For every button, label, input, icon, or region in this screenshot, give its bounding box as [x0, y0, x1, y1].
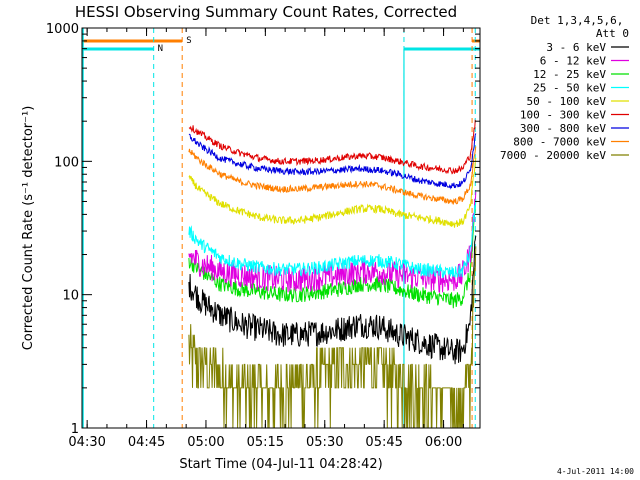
- y-tick-label: 100: [54, 155, 79, 170]
- series-line-0: [188, 235, 477, 365]
- y-tick-label: 1000: [46, 22, 79, 37]
- legend-label: 12 - 25 keV: [533, 68, 606, 81]
- series-line-4: [188, 157, 477, 228]
- x-tick-label: 05:15: [247, 435, 284, 450]
- x-tick-label: 05:45: [365, 435, 402, 450]
- legend-label: 100 - 300 keV: [520, 109, 606, 122]
- series-line-5: [188, 119, 477, 175]
- x-axis-ticks: 04:30 04:45 05:00 05:15 05:30 05:45 06:00: [68, 28, 464, 450]
- legend-label: 25 - 50 keV: [533, 82, 606, 95]
- legend-label: 6 - 12 keV: [540, 55, 607, 68]
- legend-header-2: Att 0: [596, 27, 629, 40]
- series-line-8: [188, 246, 477, 428]
- x-tick-label: 04:30: [68, 435, 105, 450]
- legend-header-1: Det 1,3,4,5,6,: [531, 14, 624, 27]
- timestamp: 4-Jul-2011 14:00: [557, 467, 634, 476]
- night-flag-label: N: [158, 44, 163, 54]
- x-axis-label: Start Time (04-Jul-11 04:28:42): [179, 457, 382, 472]
- saa-flag-label: S: [186, 36, 191, 46]
- series-line-2: [188, 200, 477, 309]
- series-line-1: [188, 191, 477, 294]
- x-tick-label: 04:45: [128, 435, 165, 450]
- series-line-7: [188, 146, 477, 205]
- legend-label: 50 - 100 keV: [527, 95, 607, 108]
- y-tick-label: 1: [71, 422, 79, 437]
- x-tick-label: 06:00: [425, 435, 462, 450]
- series-lines: [188, 119, 477, 428]
- legend-label: 300 - 800 keV: [520, 122, 606, 135]
- y-axis-label: Corrected Count Rate (s⁻¹ detector⁻¹): [21, 106, 36, 351]
- plot-frame: [81, 27, 481, 429]
- series-line-6: [188, 133, 477, 190]
- x-tick-label: 05:00: [187, 435, 224, 450]
- legend-label: 800 - 7000 keV: [513, 136, 606, 149]
- y-axis-ticks: 1 10 100 1000: [46, 22, 480, 437]
- legend-label: 3 - 6 keV: [546, 41, 606, 54]
- y-tick-label: 10: [62, 289, 79, 304]
- series-line-3: [188, 199, 477, 278]
- chart-title: HESSI Observing Summary Count Rates, Cor…: [75, 3, 457, 21]
- legend-label: 7000 - 20000 keV: [500, 149, 606, 162]
- x-tick-label: 05:30: [306, 435, 343, 450]
